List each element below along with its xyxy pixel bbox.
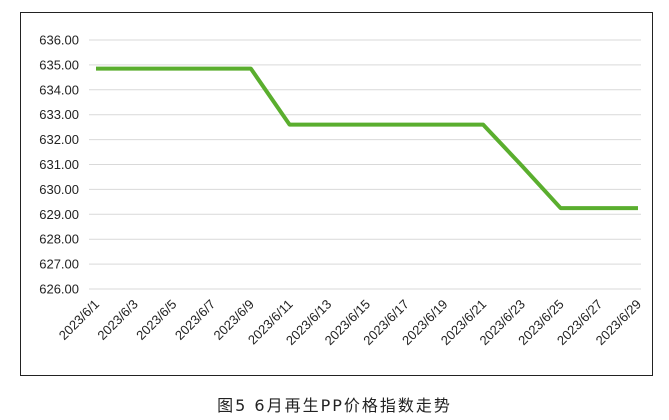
- y-tick-label: 631.00: [39, 157, 79, 172]
- y-tick-label: 632.00: [39, 132, 79, 147]
- y-tick-label: 635.00: [39, 57, 79, 72]
- price-line-chart: 626.00 627.00 628.00 629.00 630.00 631.00 632.…: [39, 33, 644, 349]
- x-axis-ticks: 2023/6/12023/6/32023/6/52023/6/72023/6/9…: [56, 297, 644, 349]
- x-tick-label: 2023/6/3: [94, 297, 140, 343]
- series-line: [96, 66, 638, 211]
- y-tick-label: 633.00: [39, 107, 79, 122]
- x-tick-label: 2023/6/1: [56, 297, 102, 343]
- series-layer: [96, 66, 638, 211]
- gridlines: [89, 39, 641, 290]
- y-tick-label: 636.00: [39, 33, 79, 48]
- y-tick-label: 630.00: [39, 182, 79, 197]
- y-tick-label: 628.00: [39, 232, 79, 247]
- y-axis-ticks: 626.00 627.00 628.00 629.00 630.00 631.00 632.…: [39, 33, 79, 297]
- chart-frame: 626.00 627.00 628.00 629.00 630.00 631.00 632.…: [20, 12, 653, 376]
- y-tick-label: 627.00: [39, 257, 79, 272]
- y-tick-label: 629.00: [39, 207, 79, 222]
- x-tick-label: 2023/6/7: [172, 297, 218, 343]
- x-tick-label: 2023/6/5: [133, 297, 179, 343]
- figure-caption: 图5 6月再生PP价格指数走势: [217, 396, 452, 415]
- y-tick-label: 634.00: [39, 82, 79, 97]
- y-tick-label: 626.00: [39, 282, 79, 297]
